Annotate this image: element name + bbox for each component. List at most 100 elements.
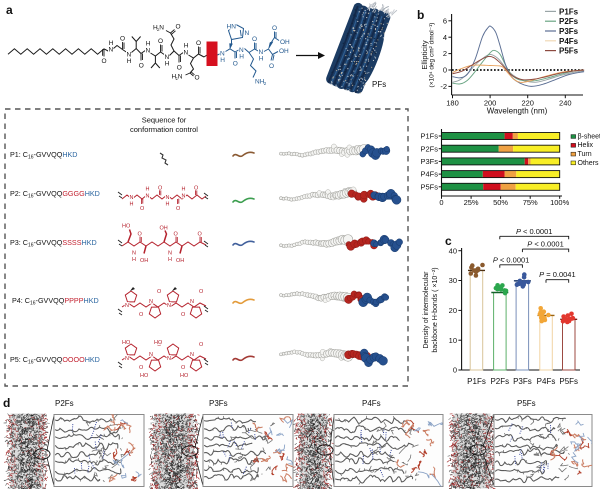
svg-text:O: O (177, 65, 182, 72)
svg-text:O: O (158, 186, 163, 192)
svg-text:Density of intermolecular: Density of intermolecular (423, 271, 430, 349)
svg-text:Turn: Turn (578, 151, 592, 158)
svg-text:H: H (127, 58, 132, 65)
svg-text:O: O (176, 24, 181, 31)
svg-text:P1Fs: P1Fs (420, 132, 438, 141)
svg-text:HO: HO (154, 340, 163, 346)
svg-text:P < 0.0001: P < 0.0001 (493, 255, 530, 264)
svg-text:OH: OH (176, 258, 184, 264)
svg-text:Ellipticity: Ellipticity (420, 40, 429, 69)
svg-text:P5Fs: P5Fs (559, 47, 579, 56)
svg-text:75%: 75% (523, 198, 538, 207)
svg-text:O: O (199, 342, 204, 348)
svg-text:P2Fs: P2Fs (55, 399, 74, 408)
svg-text:O: O (140, 206, 145, 212)
svg-text:conformation control: conformation control (130, 125, 198, 134)
svg-text:H: H (172, 74, 177, 81)
svg-text:HO: HO (140, 373, 149, 379)
svg-text:P1Fs: P1Fs (467, 377, 486, 386)
svg-text:H: H (146, 41, 151, 48)
svg-text:180: 180 (446, 99, 459, 108)
svg-text:2: 2 (157, 27, 160, 32)
svg-text:backbone H-bonds ( ×10⁻²): backbone H-bonds ( ×10⁻²) (432, 267, 439, 352)
svg-text:N: N (149, 352, 153, 358)
svg-text:O: O (233, 61, 238, 68)
svg-text:2: 2 (264, 81, 267, 86)
svg-text:Helix: Helix (578, 142, 594, 149)
svg-text:HN: HN (227, 24, 237, 31)
svg-text:P1: C16-GVVQQHKD: P1: C16-GVVQQHKD (10, 150, 78, 161)
svg-text:N: N (220, 51, 225, 58)
svg-text:N: N (166, 195, 170, 201)
svg-text:P5Fs: P5Fs (420, 182, 438, 191)
svg-text:O: O (174, 232, 179, 238)
svg-text:100%: 100% (550, 198, 570, 207)
svg-text:O: O (194, 186, 199, 192)
svg-text:N: N (125, 303, 129, 309)
svg-text:O: O (272, 25, 277, 32)
svg-text:30: 30 (449, 276, 457, 285)
svg-text:N: N (259, 49, 264, 56)
svg-text:N: N (182, 194, 186, 200)
svg-text:20: 20 (449, 306, 457, 315)
svg-text:b: b (417, 8, 424, 22)
svg-text:O: O (138, 232, 143, 238)
svg-text:50%: 50% (493, 198, 508, 207)
svg-text:P1Fs: P1Fs (559, 7, 579, 16)
svg-text:P = 0.0041: P = 0.0041 (539, 270, 576, 279)
svg-text:O: O (139, 365, 144, 371)
svg-text:HO: HO (122, 340, 131, 346)
svg-text:O: O (176, 206, 181, 212)
svg-text:25%: 25% (464, 198, 479, 207)
svg-text:H: H (165, 61, 170, 68)
svg-text:O: O (195, 75, 200, 82)
svg-text:O: O (102, 58, 107, 65)
svg-text:OH: OH (140, 258, 148, 264)
svg-text:N: N (130, 195, 134, 201)
svg-text:O: O (157, 289, 162, 295)
svg-text:N: N (167, 303, 171, 309)
svg-text:Others: Others (578, 160, 600, 167)
svg-text:P2: C16-GVVQQGGGGHKD: P2: C16-GVVQQGGGGHKD (10, 189, 100, 200)
svg-text:N: N (245, 30, 250, 37)
svg-text:H: H (239, 54, 244, 61)
svg-text:P3Fs: P3Fs (559, 27, 579, 36)
svg-text:P2Fs: P2Fs (420, 144, 438, 153)
svg-text:PFs: PFs (372, 80, 386, 89)
svg-text:HO: HO (180, 373, 189, 379)
svg-text:O: O (181, 312, 186, 318)
svg-text:P3Fs: P3Fs (420, 157, 438, 166)
svg-text:O: O (269, 63, 274, 70)
svg-text:c: c (445, 234, 452, 248)
svg-text:2: 2 (443, 49, 447, 58)
svg-text:N: N (146, 194, 150, 200)
svg-text:N: N (149, 299, 153, 305)
svg-text:-2: -2 (440, 82, 447, 91)
svg-text:H: H (153, 25, 158, 32)
svg-text:H: H (182, 187, 186, 193)
svg-text:H: H (146, 187, 150, 193)
svg-text:P5Fs: P5Fs (559, 377, 578, 386)
svg-text:H: H (184, 43, 189, 50)
svg-text:0: 0 (443, 66, 447, 75)
svg-text:H: H (166, 202, 170, 208)
svg-text:N: N (167, 356, 171, 362)
svg-text:N: N (109, 47, 114, 54)
svg-text:P2Fs: P2Fs (490, 377, 509, 386)
svg-text:O: O (120, 36, 125, 43)
svg-text:240: 240 (559, 99, 572, 108)
svg-text:O: O (198, 232, 203, 238)
svg-text:O: O (139, 63, 144, 70)
svg-text:P2Fs: P2Fs (559, 17, 579, 26)
svg-text:O: O (196, 40, 201, 47)
svg-text:N: N (146, 48, 151, 55)
svg-text:N: N (132, 251, 136, 257)
svg-text:H: H (220, 57, 225, 64)
svg-text:a: a (6, 3, 13, 17)
svg-text:N: N (178, 74, 183, 81)
svg-text:N: N (165, 54, 170, 61)
svg-text:H: H (259, 56, 264, 63)
svg-text:N: N (168, 251, 172, 257)
svg-text:Wavelength (nm): Wavelength (nm) (487, 107, 548, 116)
svg-text:P < 0.0001: P < 0.0001 (527, 240, 564, 249)
